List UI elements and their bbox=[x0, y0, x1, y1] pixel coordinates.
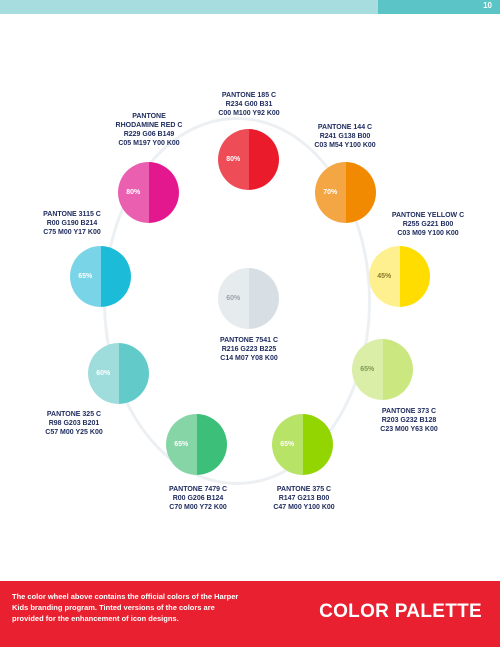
swatch-name-line2: RHODAMINE RED C bbox=[115, 122, 183, 129]
swatch-cmyk: C03 M54 Y100 K00 bbox=[314, 142, 376, 149]
swatch-name: PANTONE YELLOW C bbox=[391, 212, 465, 219]
swatch-circle-325c: 60% bbox=[88, 343, 149, 404]
swatch-cmyk: C23 M00 Y63 K00 bbox=[380, 426, 438, 433]
swatch-solid-half bbox=[118, 343, 149, 404]
swatch-cmyk: C00 M100 Y92 K00 bbox=[218, 110, 280, 117]
swatch-rgb: R98 G203 B201 bbox=[48, 420, 100, 427]
swatch-label-185c: PANTONE 185 C R234 G00 B31 C00 M100 Y92 … bbox=[203, 91, 295, 118]
swatch-solid-half bbox=[248, 129, 279, 190]
swatch-tint-half bbox=[218, 129, 249, 190]
swatch-label-7541c: PANTONE 7541 C R216 G223 B225 C14 M07 Y0… bbox=[203, 336, 295, 363]
swatch-tint-half bbox=[88, 343, 119, 404]
swatch-name: PANTONE 373 C bbox=[381, 408, 437, 415]
swatch-solid-half bbox=[148, 162, 179, 223]
swatch-tint-percent: 65% bbox=[280, 441, 295, 448]
swatch-tint-percent: 70% bbox=[323, 189, 338, 196]
swatch-solid-half bbox=[345, 162, 376, 223]
swatch-rgb: R255 G221 B00 bbox=[402, 221, 454, 228]
swatch-name: PANTONE 3115 C bbox=[43, 211, 101, 218]
swatch-tint-percent: 45% bbox=[377, 273, 392, 280]
swatch-tint-percent: 60% bbox=[96, 370, 111, 377]
swatch-name: PANTONE 7541 C bbox=[219, 337, 279, 344]
swatch-circle-yellow-c: 45% bbox=[369, 246, 430, 307]
swatch-tint-percent: 65% bbox=[174, 441, 189, 448]
swatch-circle-7479c: 65% bbox=[166, 414, 227, 475]
swatch-label-325c: PANTONE 325 C R98 G203 B201 C57 M00 Y25 … bbox=[28, 410, 120, 437]
page-number: 10 bbox=[483, 1, 492, 10]
swatch-tint-percent: 65% bbox=[360, 366, 375, 373]
header-bar-dark: 10 bbox=[378, 0, 500, 14]
swatch-tint-half bbox=[218, 268, 249, 329]
swatch-circle-375c: 65% bbox=[272, 414, 333, 475]
swatch-cmyk: C05 M197 Y00 K00 bbox=[118, 140, 180, 147]
swatch-label-3115c: PANTONE 3115 C R00 G190 B214 C75 M00 Y17… bbox=[26, 210, 118, 237]
swatch-label-yellow-c: PANTONE YELLOW C R255 G221 B00 C03 M09 Y… bbox=[382, 211, 474, 238]
swatch-tint-half bbox=[166, 414, 197, 475]
swatch-label-144c: PANTONE 144 C R241 G138 B00 C03 M54 Y100… bbox=[300, 123, 390, 150]
swatch-solid-half bbox=[100, 246, 131, 307]
swatch-solid-half bbox=[196, 414, 227, 475]
swatch-solid-half bbox=[399, 246, 430, 307]
swatch-rgb: R00 G206 B124 bbox=[172, 495, 224, 502]
swatch-solid-half bbox=[382, 339, 413, 400]
swatch-tint-percent: 60% bbox=[226, 295, 241, 302]
swatch-tint-percent: 80% bbox=[226, 156, 241, 163]
swatch-name: PANTONE 375 C bbox=[276, 486, 332, 493]
swatch-cmyk: C03 M09 Y100 K00 bbox=[397, 230, 459, 237]
swatch-rgb: R00 G190 B214 bbox=[46, 220, 98, 227]
swatch-tint-half bbox=[70, 246, 101, 307]
swatch-circle-rhodamine-red-c: 80% bbox=[118, 162, 179, 223]
header-bar-light bbox=[0, 0, 378, 14]
swatch-tint-half bbox=[118, 162, 149, 223]
swatch-rgb: R229 G06 B149 bbox=[123, 131, 175, 138]
swatch-cmyk: C75 M00 Y17 K00 bbox=[43, 229, 101, 236]
swatch-name: PANTONE 144 C bbox=[317, 124, 373, 131]
swatch-tint-percent: 65% bbox=[78, 273, 93, 280]
swatch-cmyk: C57 M00 Y25 K00 bbox=[45, 429, 103, 436]
swatch-circle-373c: 65% bbox=[352, 339, 413, 400]
swatch-solid-half bbox=[248, 268, 279, 329]
swatch-rgb: R234 G00 B31 bbox=[225, 101, 273, 108]
swatch-rgb: R203 G232 B128 bbox=[381, 417, 437, 424]
swatch-solid-half bbox=[302, 414, 333, 475]
footer-description: The color wheel above contains the offic… bbox=[12, 592, 239, 623]
swatch-rgb: R216 G223 B225 bbox=[221, 346, 277, 353]
swatch-name: PANTONE 185 C bbox=[221, 92, 277, 99]
swatch-tint-half bbox=[272, 414, 303, 475]
page-title: COLOR PALETTE bbox=[319, 601, 482, 622]
swatch-tint-half bbox=[352, 339, 383, 400]
swatch-tint-half bbox=[369, 246, 400, 307]
swatch-name: PANTONE 7479 C bbox=[168, 486, 228, 493]
swatch-tint-percent: 80% bbox=[126, 189, 141, 196]
swatch-circle-144c: 70% bbox=[315, 162, 376, 223]
swatch-label-375c: PANTONE 375 C R147 G213 B00 C47 M00 Y100… bbox=[258, 485, 350, 512]
swatch-label-7479c: PANTONE 7479 C R00 G206 B124 C70 M00 Y72… bbox=[152, 485, 244, 512]
swatch-circle-185c: 80% bbox=[218, 129, 279, 190]
swatch-tint-half bbox=[315, 162, 346, 223]
swatch-cmyk: C70 M00 Y72 K00 bbox=[169, 504, 227, 511]
swatch-rgb: R147 G213 B00 bbox=[278, 495, 330, 502]
footer-banner: The color wheel above contains the offic… bbox=[0, 581, 500, 647]
swatch-cmyk: C14 M07 Y08 K00 bbox=[220, 355, 278, 362]
swatch-name: PANTONE 325 C bbox=[46, 411, 102, 418]
swatch-rgb: R241 G138 B00 bbox=[319, 133, 371, 140]
swatch-circle-3115c: 65% bbox=[70, 246, 131, 307]
swatch-label-373c: PANTONE 373 C R203 G232 B128 C23 M00 Y63… bbox=[363, 407, 455, 434]
swatch-name-line1: PANTONE bbox=[132, 113, 166, 120]
swatch-circle-7541c: 60% bbox=[218, 268, 279, 329]
swatch-label-rhodamine-red-c: PANTONE RHODAMINE RED C R229 G06 B149 C0… bbox=[103, 112, 195, 148]
swatch-cmyk: C47 M00 Y100 K00 bbox=[273, 504, 335, 511]
